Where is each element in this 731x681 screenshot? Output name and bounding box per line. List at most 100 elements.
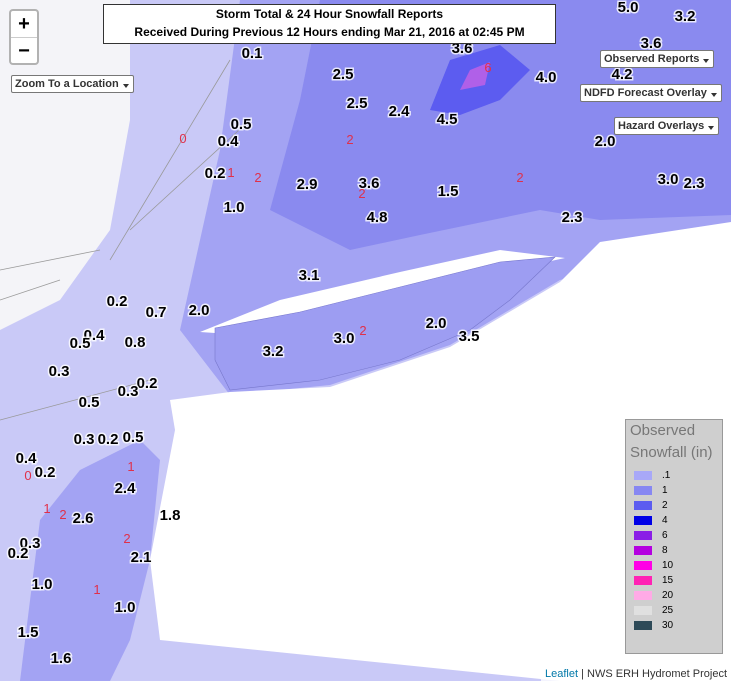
legend-item: 4 [634, 513, 722, 528]
contour-label: 2 [123, 531, 130, 546]
legend-swatch [634, 531, 652, 540]
zoom-control: + − [9, 9, 39, 65]
legend: Observed Snowfall (in) .1 1 2 4 6 8 10 15 20 25 30 [625, 419, 723, 654]
contour-label: 0 [24, 468, 31, 483]
zoom-out[interactable]: − [18, 40, 30, 62]
title-line: Storm Total & 24 Hour Snowfall Reports [215, 7, 444, 21]
snowfall-report: 0.7 [146, 304, 167, 321]
legend-item: .1 [634, 468, 722, 483]
legend-label: 2 [662, 500, 668, 511]
snowfall-report: 3.0 [658, 171, 679, 188]
snowfall-report: 3.0 [334, 330, 355, 347]
snowfall-report: 0.2 [35, 464, 56, 481]
legend-swatch [634, 501, 652, 510]
title-line: Received During Previous 12 Hours ending… [134, 25, 525, 39]
contour-label: 2 [359, 323, 366, 338]
snowfall-report: 1.5 [438, 183, 459, 200]
legend-item: 8 [634, 543, 722, 558]
snowfall-report: 3.5 [459, 328, 480, 345]
snowfall-report: 1.8 [160, 507, 181, 524]
snowfall-report: 0.3 [49, 363, 70, 380]
snowfall-report: 4.8 [367, 209, 388, 226]
contour-label: 1 [227, 165, 234, 180]
snow-nj [20, 440, 160, 681]
legend-item: 2 [634, 498, 722, 513]
legend-item: 30 [634, 618, 722, 633]
snowfall-report: 2.1 [131, 549, 152, 566]
snowfall-report: 1.6 [51, 650, 72, 667]
snowfall-report: 1.0 [115, 599, 136, 616]
snowfall-report: 0.5 [123, 429, 144, 446]
legend-swatch [634, 591, 652, 600]
snowfall-report: 3.6 [359, 175, 380, 192]
legend-item: 20 [634, 588, 722, 603]
snowfall-report: 2.0 [426, 315, 447, 332]
contour-label: 2 [59, 507, 66, 522]
legend-swatch [634, 621, 652, 630]
legend-item: 10 [634, 558, 722, 573]
snowfall-report: 5.0 [618, 0, 639, 16]
contour-label: 1 [93, 582, 100, 597]
contour-label: 2 [254, 170, 261, 185]
snowfall-report: 2.9 [297, 176, 318, 193]
contour-label: 0 [179, 131, 186, 146]
zoom-in[interactable]: + [11, 11, 37, 38]
contour-label: 1 [43, 501, 50, 516]
legend-swatch [634, 561, 652, 570]
snowfall-report: 3.2 [263, 343, 284, 360]
snowfall-report: 1.0 [32, 576, 53, 593]
attribution: Leaflet | NWS ERH Hydromet Project [541, 667, 731, 681]
legend-label: .1 [662, 470, 671, 481]
snowfall-report: 2.6 [73, 510, 94, 527]
snowfall-report: 0.5 [70, 335, 91, 352]
snowfall-report: 0.2 [98, 431, 119, 448]
county-lines [0, 59, 251, 421]
legend-swatch [634, 576, 652, 585]
zoom-to-dropdown[interactable]: Zoom To a Location [11, 75, 134, 93]
snowfall-report: 1.5 [18, 624, 39, 641]
contour-label: 2 [346, 132, 353, 147]
leaflet-link[interactable]: Leaflet [545, 668, 579, 680]
hazard-dropdown[interactable]: Hazard Overlays [614, 117, 720, 135]
contour-label: 6 [484, 60, 491, 75]
contour-label: 1 [127, 459, 134, 474]
legend-label: 8 [662, 545, 668, 556]
title-box: Storm Total & 24 Hour Snowfall Reports R… [103, 4, 556, 44]
legend-swatch [634, 546, 652, 555]
snowfall-report: 2.5 [347, 95, 368, 112]
legend-item: 6 [634, 528, 722, 543]
snowfall-report: 0.1 [242, 45, 263, 62]
legend-item: 1 [634, 483, 722, 498]
legend-item: 15 [634, 573, 722, 588]
legend-swatch [634, 516, 652, 525]
snowfall-report: 2.0 [189, 302, 210, 319]
snowfall-report: 4.5 [437, 111, 458, 128]
snowfall-report: 0.5 [79, 394, 100, 411]
snowfall-report: 3.1 [299, 267, 320, 284]
snowfall-report: 2.3 [684, 175, 705, 192]
legend-title: Observed [630, 422, 696, 439]
ndfd-dropdown[interactable]: NDFD Forecast Overlay [580, 84, 722, 102]
attribution-text: | NWS ERH Hydromet Project [581, 668, 727, 680]
snowfall-report: 0.2 [107, 293, 128, 310]
snowfall-report: 0.3 [118, 383, 139, 400]
snowfall-report: 4.0 [536, 69, 557, 86]
legend-label: 4 [662, 515, 668, 526]
snowfall-report: 0.3 [20, 535, 41, 552]
snowfall-report: 0.2 [137, 375, 158, 392]
legend-item: 25 [634, 603, 722, 618]
snow-area-6 [460, 62, 490, 90]
legend-label: 30 [662, 620, 674, 631]
legend-label: 25 [662, 605, 674, 616]
legend-swatch [634, 471, 652, 480]
snowfall-report: 2.4 [115, 480, 137, 497]
legend-label: 20 [662, 590, 674, 601]
snowfall-report: 1.0 [224, 199, 245, 216]
snowfall-report: 0.4 [84, 327, 106, 344]
observed-dropdown[interactable]: Observed Reports [600, 50, 715, 68]
snowfall-report: 0.5 [231, 116, 252, 133]
contour-label: 2 [358, 186, 365, 201]
legend-label: 10 [662, 560, 674, 571]
